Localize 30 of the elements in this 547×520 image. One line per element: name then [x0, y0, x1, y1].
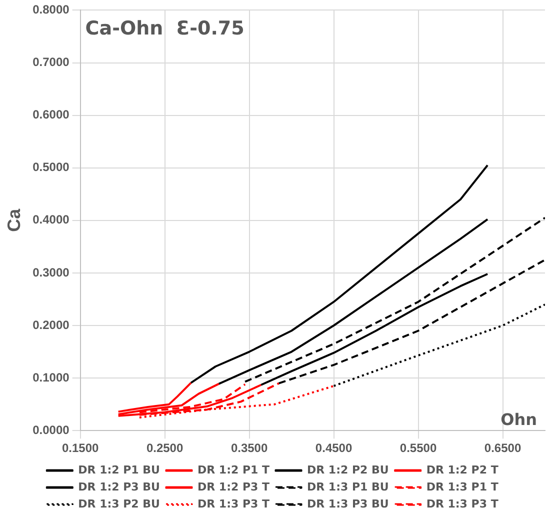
chart-title: Ca-Ohn Ɛ-0.75 — [85, 18, 244, 40]
legend-label: DR 1:2 P1 T — [197, 463, 270, 476]
y-tick-label: 0.5000 — [32, 160, 70, 174]
y-axis-title: Ca — [4, 208, 24, 232]
legend-label: DR 1:3 P3 T — [426, 497, 499, 510]
legend-label: DR 1:2 P3 BU — [78, 480, 160, 494]
legend-label: DR 1:3 P1 T — [426, 480, 499, 494]
y-tick-label: 0.8000 — [32, 2, 70, 17]
x-tick-label: 0.1500 — [62, 441, 99, 456]
legend-label: DR 1:2 P2 T — [426, 463, 499, 476]
legend-label: DR 1:2 P2 BU — [307, 463, 389, 476]
y-tick-label: 0.7000 — [32, 55, 70, 70]
legend-label: DR 1:3 P3 T — [197, 497, 270, 510]
x-tick-label: 0.4500 — [315, 441, 352, 456]
x-tick-label: 0.3500 — [230, 441, 268, 456]
legend-label: DR 1:2 P1 BU — [78, 463, 160, 476]
x-tick-label: 0.2500 — [146, 441, 184, 456]
x-axis-title: Ohn — [500, 410, 537, 429]
x-tick-label: 0.6500 — [484, 441, 522, 456]
y-tick-label: 0.4000 — [32, 212, 70, 227]
y-tick-label: 0.3000 — [32, 265, 70, 280]
legend-label: DR 1:3 P2 BU — [78, 497, 160, 510]
x-tick-label: 0.5500 — [400, 441, 437, 456]
y-tick-label: 0.6000 — [32, 108, 70, 122]
y-tick-label: 0.2000 — [32, 318, 70, 332]
y-tick-label: 0.0000 — [32, 422, 70, 437]
legend-label: DR 1:3 P3 BU — [307, 497, 389, 510]
legend-label: DR 1:2 P3 T — [197, 480, 270, 494]
legend-label: DR 1:3 P1 BU — [307, 480, 389, 494]
y-tick-label: 0.1000 — [32, 370, 70, 384]
